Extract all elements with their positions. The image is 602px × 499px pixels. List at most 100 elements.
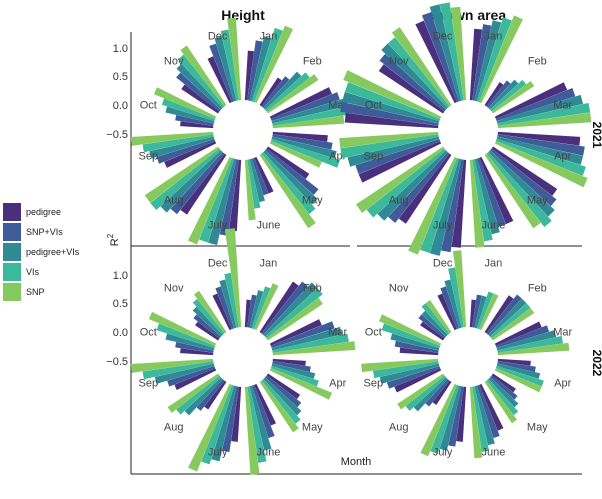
month-label-june: June xyxy=(481,220,505,232)
bar-vis-oct xyxy=(344,82,441,122)
bar-pedigree-vis-may xyxy=(488,150,555,217)
bar-vis-june xyxy=(472,386,490,453)
bar-pedigree-vis-july xyxy=(439,385,462,451)
y-axis-title: R2 xyxy=(106,233,121,246)
bar-vis-july xyxy=(199,157,235,243)
bar-pedigree-vis-july xyxy=(208,158,237,246)
bar-pedigree-july xyxy=(456,386,467,442)
y-ticks-2022: 1.0 0.5 0.0 −0.5 xyxy=(106,270,128,368)
month-label-mar: Mar xyxy=(553,327,572,339)
month-label-july: July xyxy=(208,447,228,459)
bar-snp-nov xyxy=(391,27,452,107)
month-label-oct: Oct xyxy=(365,327,382,339)
bar-snp-june xyxy=(469,159,485,248)
bar-vis-mar xyxy=(497,102,591,126)
legend: pedigree SNP+VIs pedigree+VIs VIs SNP xyxy=(3,203,80,301)
bar-pedigree-oct xyxy=(399,347,439,356)
bar-vis-mar xyxy=(272,106,349,126)
bar-pedigree-nov xyxy=(378,64,445,114)
bar-vis-june xyxy=(472,159,493,242)
bar-pedigree-vis-sep xyxy=(347,136,440,167)
bar-pedigree-sep xyxy=(174,368,217,391)
bar-snp-vis-oct xyxy=(175,342,214,353)
bar-vis-jan xyxy=(251,286,271,330)
month-label-nov: Nov xyxy=(164,56,184,68)
bar-snp-vis-sep xyxy=(355,138,441,175)
bar-snp-vis-mar xyxy=(495,88,576,122)
bar-pedigree-feb xyxy=(259,77,282,107)
bar-snp-oct xyxy=(148,311,217,346)
bar-pedigree-vis-nov xyxy=(192,306,223,337)
bar-pedigree-vis-feb xyxy=(488,79,519,110)
bar-vis-sep xyxy=(340,134,439,159)
bar-pedigree-vis-may xyxy=(488,377,519,408)
bar-vis-feb xyxy=(265,288,323,339)
bar-snp-jan xyxy=(479,293,499,331)
bar-snp-june xyxy=(469,386,483,459)
month-label-oct: Oct xyxy=(140,327,157,339)
bar-pedigree-dec xyxy=(207,56,232,104)
month-label-feb: Feb xyxy=(303,283,322,295)
bar-snp-vis-may xyxy=(265,148,319,195)
bar-snp-nov xyxy=(193,290,227,334)
bar-pedigree-vis-apr xyxy=(271,363,316,379)
bar-snp-vis-mar xyxy=(270,92,340,122)
bar-vis-nov xyxy=(421,303,450,335)
bar-snp-july xyxy=(420,383,457,457)
bar-snp-vis-july xyxy=(222,386,239,453)
bar-snp-vis-sep xyxy=(167,365,216,387)
month-label-jan: Jan xyxy=(260,30,278,42)
bar-vis-nov xyxy=(387,37,450,108)
month-label-dec: Dec xyxy=(433,30,453,42)
bar-snp-vis-oct xyxy=(340,101,439,126)
bar-pedigree-feb xyxy=(484,295,514,334)
bar-pedigree-vis-june xyxy=(474,385,495,446)
bar-snp-feb xyxy=(266,74,319,114)
month-label-mar: Mar xyxy=(553,100,572,112)
legend-swatch xyxy=(3,223,21,241)
bar-pedigree-vis-feb xyxy=(488,298,527,337)
bar-snp-vis-dec xyxy=(421,12,460,103)
bar-vis-july xyxy=(201,384,235,465)
y-tick-label: −0.5 xyxy=(106,129,128,141)
month-label-nov: Nov xyxy=(389,56,409,68)
bar-vis-nov xyxy=(177,54,225,108)
bar-snp-dec xyxy=(450,6,467,101)
bar-pedigree-vis-sep xyxy=(149,136,215,159)
bar-pedigree-nov xyxy=(420,321,445,341)
bar-pedigree-vis-mar xyxy=(271,326,342,351)
bar-pedigree-vis-jan xyxy=(474,295,487,329)
bar-snp-vis-sep xyxy=(386,365,441,389)
y-tick-label: 1.0 xyxy=(113,43,128,55)
bar-pedigree-apr xyxy=(497,358,531,366)
bar-snp-vis-july xyxy=(448,386,464,447)
bar-snp-vis-jan xyxy=(247,294,257,328)
bar-pedigree-vis-apr xyxy=(496,363,541,379)
bar-pedigree-vis-may xyxy=(263,150,318,205)
bar-vis-mar xyxy=(497,335,564,353)
bar-snp-sep xyxy=(339,131,439,149)
month-label-feb: Feb xyxy=(303,56,322,68)
bar-snp-vis-mar xyxy=(270,321,335,349)
bar-vis-aug xyxy=(405,375,446,411)
bar-pedigree-vis-oct xyxy=(165,106,215,124)
bar-pedigree-nov xyxy=(195,321,220,341)
bar-snp-apr xyxy=(494,368,542,393)
bar-pedigree-vis-nov xyxy=(421,310,448,337)
bar-pedigree-vis-mar xyxy=(271,98,348,124)
month-label-oct: Oct xyxy=(140,100,157,112)
bar-pedigree-vis-dec xyxy=(429,4,462,102)
bar-snp-july xyxy=(408,156,457,255)
bar-vis-june xyxy=(247,386,267,463)
bar-vis-july xyxy=(420,157,460,254)
legend-label: SNP xyxy=(26,287,45,297)
bar-vis-may xyxy=(486,379,519,416)
month-label-jan: Jan xyxy=(485,30,503,42)
month-label-oct: Oct xyxy=(365,100,382,112)
bar-pedigree-july xyxy=(231,386,242,442)
bar-snp-aug xyxy=(167,373,220,413)
legend-swatch xyxy=(3,243,21,261)
bar-pedigree-feb xyxy=(484,82,504,107)
